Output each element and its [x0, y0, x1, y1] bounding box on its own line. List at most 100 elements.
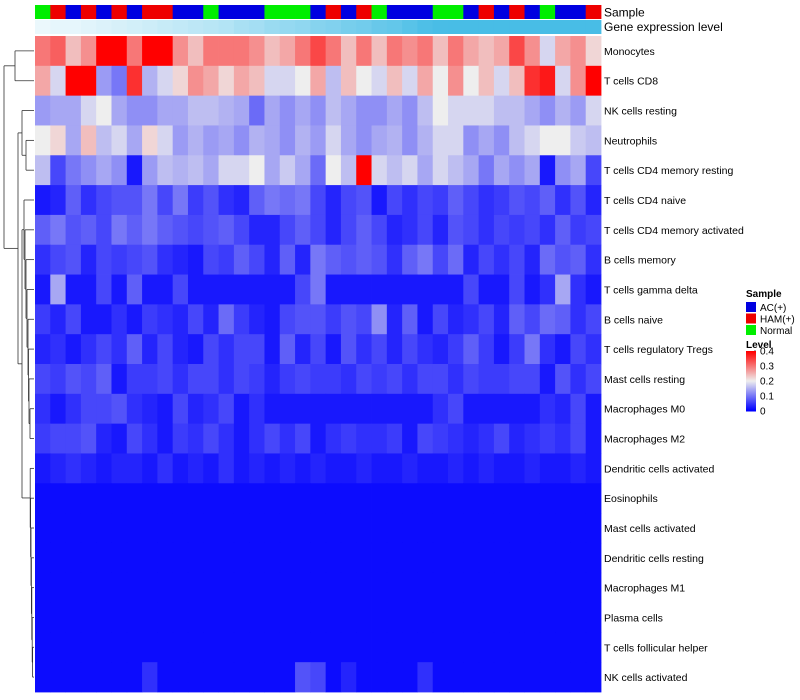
- level-gradient-step: [746, 360, 756, 362]
- heatmap-cell: [80, 244, 97, 275]
- heatmap-cell: [65, 513, 82, 544]
- expression-annotation-cell: [264, 20, 281, 34]
- heatmap-cell: [371, 513, 388, 544]
- heatmap-cell: [157, 274, 174, 305]
- level-gradient-step: [746, 391, 756, 393]
- heatmap-cell: [111, 155, 128, 186]
- heatmap-cell: [448, 304, 464, 335]
- heatmap-cell: [35, 513, 51, 544]
- level-gradient-step: [746, 373, 756, 375]
- sample-annotation-cell: [172, 5, 189, 19]
- heatmap-cell: [463, 542, 480, 574]
- heatmap-cell: [417, 453, 434, 484]
- level-gradient-step: [746, 381, 756, 383]
- heatmap-cell: [402, 185, 418, 216]
- heatmap-cell: [264, 364, 281, 395]
- level-gradient-step: [746, 375, 756, 377]
- heatmap-cell: [310, 602, 327, 633]
- heatmap-cell: [371, 542, 388, 574]
- level-gradient-step: [746, 362, 756, 364]
- heatmap-cell: [448, 542, 464, 574]
- heatmap-cell: [203, 423, 219, 454]
- heatmap-cell: [417, 244, 434, 275]
- heatmap-cell: [356, 334, 372, 365]
- heatmap-cell: [65, 364, 82, 395]
- heatmap-cell: [478, 423, 495, 454]
- heatmap-cell: [585, 513, 602, 544]
- heatmap-cell: [386, 95, 403, 126]
- level-gradient-step: [746, 410, 756, 412]
- heatmap-cell: [65, 453, 82, 484]
- heatmap-cell: [402, 662, 418, 693]
- level-gradient-step: [746, 389, 756, 391]
- expression-annotation-cell: [448, 20, 464, 34]
- heatmap-cell: [264, 513, 281, 544]
- heatmap-cell: [295, 304, 311, 335]
- heatmap-cell: [50, 662, 66, 693]
- heatmap-cell: [463, 185, 480, 216]
- sample-legend-title: Sample: [746, 289, 782, 300]
- heatmap-cell: [325, 602, 342, 633]
- heatmap-cell: [524, 125, 541, 156]
- heatmap-cell: [539, 185, 556, 216]
- heatmap-cell: [96, 423, 112, 454]
- heatmap-cell: [310, 65, 327, 97]
- heatmap-cell: [371, 364, 388, 395]
- heatmap-cell: [402, 334, 418, 365]
- heatmap-cell: [509, 214, 525, 246]
- heatmap-cell: [233, 364, 250, 395]
- sample-annotation-cell: [386, 5, 403, 19]
- heatmap-cell: [386, 274, 403, 305]
- heatmap-cell: [35, 334, 51, 365]
- heatmap-cell: [218, 304, 235, 335]
- expression-annotation-cell: [111, 20, 128, 34]
- heatmap-cell: [524, 304, 541, 335]
- expression-annotation-cell: [126, 20, 143, 34]
- heatmap-cell: [356, 602, 372, 633]
- heatmap-cell: [65, 393, 82, 425]
- heatmap-cell: [509, 65, 525, 97]
- heatmap-cell: [340, 65, 357, 97]
- heatmap-cell: [142, 334, 158, 365]
- heatmap-cell: [203, 334, 219, 365]
- sample-annotation-cell: [325, 5, 342, 19]
- heatmap-cell: [126, 602, 143, 633]
- sample-annotation-cell: [264, 5, 281, 19]
- level-gradient-step: [746, 352, 756, 354]
- heatmap-cell: [35, 304, 51, 335]
- heatmap-cell: [295, 155, 311, 186]
- row-label: B cells memory: [604, 255, 677, 267]
- heatmap-cell: [356, 214, 372, 246]
- level-gradient-step: [746, 382, 756, 384]
- sample-annotation-cell: [402, 5, 418, 19]
- heatmap-cell: [325, 65, 342, 97]
- heatmap-cell: [310, 334, 327, 365]
- heatmap-cell: [295, 632, 311, 663]
- heatmap-cell: [203, 274, 219, 305]
- level-gradient-step: [746, 365, 756, 367]
- expression-annotation-cell: [432, 20, 449, 34]
- heatmap-cell: [555, 95, 571, 126]
- row-label: Macrophages M1: [604, 583, 685, 595]
- heatmap-cell: [448, 662, 464, 693]
- heatmap-cell: [340, 274, 357, 305]
- heatmap-cell: [295, 393, 311, 425]
- expression-annotation-cell: [570, 20, 587, 34]
- heatmap-cell: [80, 36, 97, 67]
- heatmap-cell: [386, 662, 403, 693]
- heatmap-cell: [356, 393, 372, 425]
- heatmap-cell: [264, 95, 281, 126]
- heatmap-cell: [96, 572, 112, 603]
- heatmap-cell: [386, 304, 403, 335]
- heatmap-cell: [218, 453, 235, 484]
- heatmap-cell: [172, 662, 189, 693]
- heatmap-cell: [570, 602, 587, 633]
- heatmap-cell: [402, 65, 418, 97]
- heatmap-cell: [493, 304, 510, 335]
- heatmap-cell: [50, 155, 66, 186]
- heatmap-cell: [203, 542, 219, 574]
- heatmap-cell: [539, 393, 556, 425]
- heatmap-cell: [295, 483, 311, 514]
- level-gradient-step: [746, 388, 756, 390]
- heatmap-cell: [509, 662, 525, 693]
